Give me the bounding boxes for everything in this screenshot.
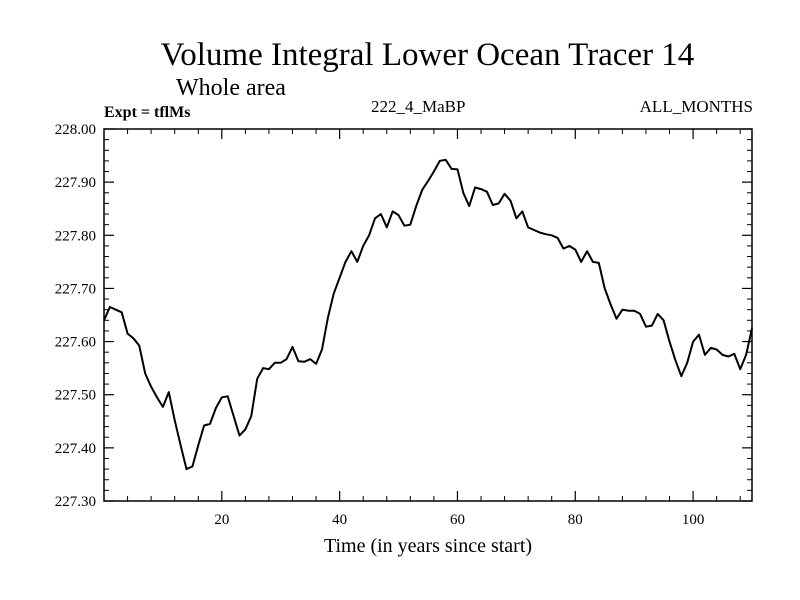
- x-tick-label: 60: [450, 512, 465, 528]
- y-tick-label: 227.90: [55, 175, 96, 191]
- chart-subtitle: Whole area: [176, 75, 286, 101]
- y-tick-label: 227.80: [55, 228, 96, 244]
- y-tick-label: 228.00: [55, 122, 96, 138]
- x-axis: 20 40 60 80 100: [127, 129, 741, 528]
- period-label: ALL_MONTHS: [639, 97, 753, 116]
- y-tick-label: 227.30: [55, 494, 96, 510]
- y-tick-label: 227.40: [55, 441, 96, 457]
- x-tick-label: 100: [682, 512, 705, 528]
- y-tick-label: 227.60: [55, 335, 96, 351]
- experiment-label: Expt = tflMs: [104, 104, 191, 121]
- y-tick-label: 227.50: [55, 388, 96, 404]
- x-tick-label: 40: [332, 512, 347, 528]
- plot-area: [103, 128, 753, 502]
- series-line-tracer14: [103, 158, 753, 471]
- x-tick-label: 80: [568, 512, 583, 528]
- y-axis: 227.30 227.40 227.50 227.60 227.70 227.80 227.…: [55, 122, 752, 510]
- chart-title: Volume Integral Lower Ocean Tracer 14: [160, 37, 695, 73]
- x-tick-label: 20: [214, 512, 229, 528]
- y-tick-label: 227.70: [55, 281, 96, 297]
- run-label: 222_4_MaBP: [371, 97, 466, 116]
- x-axis-label: Time (in years since start): [324, 535, 532, 557]
